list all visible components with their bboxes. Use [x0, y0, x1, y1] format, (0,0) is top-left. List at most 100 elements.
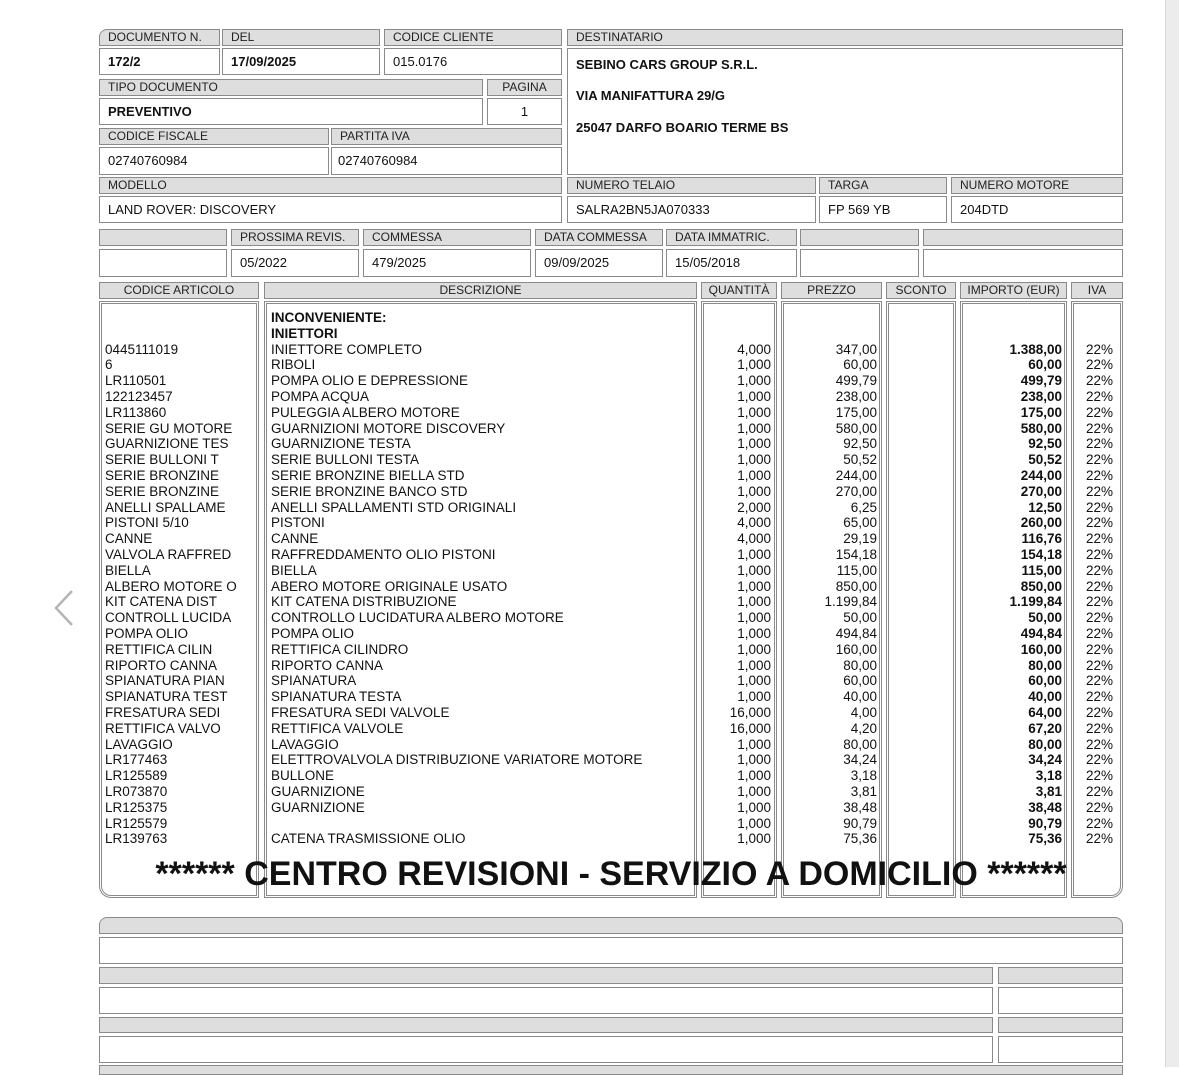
- cell-codice-articolo: PISTONI 5/10: [105, 515, 189, 531]
- motore-box: 204DTD: [951, 196, 1123, 223]
- cell-codice-articolo: SERIE BRONZINE: [105, 483, 220, 499]
- cell-importo: 34,24: [1028, 752, 1062, 768]
- cell-importo: 244,00: [1020, 468, 1062, 483]
- cell-descrizione: POMPA ACQUA: [271, 389, 370, 404]
- column-header-prezzo: PREZZO: [781, 282, 882, 299]
- cell-importo: 3,81: [1035, 784, 1062, 799]
- cell-descrizione: PISTONI: [271, 515, 325, 531]
- column-header-importo: IMPORTO (EUR): [960, 282, 1067, 299]
- cell-importo: 494,84: [1020, 626, 1062, 641]
- cell-quantita: 1,000: [737, 689, 771, 705]
- cell-iva: 22%: [1085, 341, 1113, 357]
- cell-importo: 40,00: [1028, 689, 1062, 705]
- cell-quantita: 4,000: [737, 531, 771, 547]
- cell-codice-articolo: RETTIFICA VALVO: [105, 720, 221, 736]
- cell-quantita: 1,000: [737, 483, 771, 499]
- cell-iva: 22%: [1085, 689, 1113, 705]
- cell-sconto: [886, 500, 950, 516]
- cell-iva: 22%: [1085, 784, 1113, 799]
- cell-iva: 22%: [1085, 705, 1113, 720]
- cell-sconto: [886, 658, 950, 674]
- cell-sconto: [886, 357, 950, 373]
- cell-descrizione: ELETTROVALVOLA DISTRIBUZIONE VARIATORE M…: [271, 752, 643, 768]
- cell-quantita: 1,000: [737, 736, 771, 752]
- intro-line: INCONVENIENTE:: [271, 310, 387, 325]
- cell-sconto: [886, 421, 950, 437]
- cell-sconto: [886, 594, 950, 610]
- cell-sconto: [886, 737, 950, 753]
- cell-quantita: 4,000: [737, 515, 771, 531]
- cell-descrizione: SPIANATURA: [271, 673, 357, 689]
- cell-descrizione: RETTIFICA CILINDRO: [271, 641, 409, 657]
- cell-importo: 270,00: [1020, 483, 1062, 499]
- cell-codice-articolo: 122123457: [105, 389, 173, 404]
- cell-sconto: [886, 626, 950, 642]
- cell-iva: 22%: [1085, 657, 1113, 673]
- cell-iva: 22%: [1085, 799, 1113, 815]
- cell-prezzo: 60,00: [843, 357, 877, 373]
- cell-codice-articolo: LR139763: [105, 831, 168, 847]
- cell-importo: 154,18: [1020, 547, 1062, 562]
- commessa-box: 479/2025: [363, 249, 531, 277]
- cell-iva: 22%: [1085, 531, 1113, 547]
- cell-iva: 22%: [1085, 483, 1113, 499]
- scrollbar[interactable]: [1165, 0, 1179, 1067]
- footer-label: [998, 967, 1123, 984]
- cell-sconto: [886, 389, 950, 405]
- cell-codice-articolo: ANELLI SPALLAME: [105, 499, 226, 515]
- cell-quantita: 1,000: [737, 562, 771, 578]
- cell-iva: 22%: [1085, 736, 1113, 752]
- pagina-value: 1: [520, 104, 529, 119]
- cell-sconto: [886, 436, 950, 452]
- codice-fiscale-value: 02740760984: [108, 153, 188, 168]
- modello-label: MODELLO: [99, 177, 562, 194]
- cell-importo: 1.199,84: [1009, 594, 1062, 610]
- cell-iva: 22%: [1085, 578, 1113, 594]
- column-header-iva: IVA: [1071, 282, 1123, 299]
- motore-value: 204DTD: [960, 202, 1009, 217]
- cell-sconto: [886, 452, 950, 468]
- cell-codice-articolo: LR113860: [105, 404, 167, 420]
- cell-sconto: [886, 800, 950, 816]
- del-label: DEL: [222, 29, 380, 46]
- cell-iva: 22%: [1085, 547, 1113, 562]
- intro-line: INIETTORI: [271, 325, 338, 341]
- column-prezzo: [781, 301, 882, 898]
- cell-prezzo: 80,00: [843, 657, 877, 673]
- cell-importo: 260,00: [1020, 515, 1062, 531]
- documento-box: 172/2: [99, 48, 220, 75]
- cell-iva: 22%: [1085, 831, 1113, 847]
- destinatario-name: SEBINO CARS GROUP S.R.L.: [576, 57, 758, 72]
- chevron-left-icon[interactable]: [50, 585, 80, 631]
- cell-prezzo: 50,00: [843, 610, 877, 626]
- cell-prezzo: 244,00: [835, 468, 877, 483]
- cell-quantita: 1,000: [737, 578, 771, 594]
- tipo-documento-label: TIPO DOCUMENTO: [99, 79, 483, 96]
- cell-sconto: [886, 610, 950, 626]
- cell-codice-articolo: LR125589: [105, 768, 168, 784]
- telaio-label: NUMERO TELAIO: [567, 177, 816, 194]
- cell-importo: 175,00: [1020, 404, 1062, 420]
- cell-sconto: [886, 342, 950, 358]
- tipo-documento-value: PREVENTIVO: [108, 104, 192, 119]
- column-sconto: [886, 301, 956, 898]
- prossima-revis-value: 05/2022: [240, 255, 287, 270]
- data-immatric-box: 15/05/2018: [666, 249, 797, 277]
- cell-prezzo: 90,79: [843, 815, 877, 831]
- cell-sconto: [886, 768, 950, 784]
- footer-label: [99, 1017, 993, 1033]
- cell-importo: 75,36: [1028, 831, 1062, 847]
- cell-iva: 22%: [1085, 752, 1113, 768]
- blank-label: [99, 229, 227, 246]
- partita-iva-box: 02740760984: [331, 147, 562, 175]
- cell-sconto: [886, 484, 950, 500]
- column-quantita: [701, 301, 777, 898]
- cell-quantita: 4,000: [737, 341, 771, 357]
- cell-prezzo: 1.199,84: [824, 594, 877, 610]
- cell-importo: 64,00: [1028, 705, 1062, 720]
- cell-descrizione: POMPA OLIO E DEPRESSIONE: [271, 373, 469, 389]
- cell-codice-articolo: LR110501: [105, 373, 167, 389]
- cell-iva: 22%: [1085, 768, 1113, 784]
- cell-importo: 12,50: [1028, 499, 1062, 515]
- cell-quantita: 1,000: [737, 594, 771, 610]
